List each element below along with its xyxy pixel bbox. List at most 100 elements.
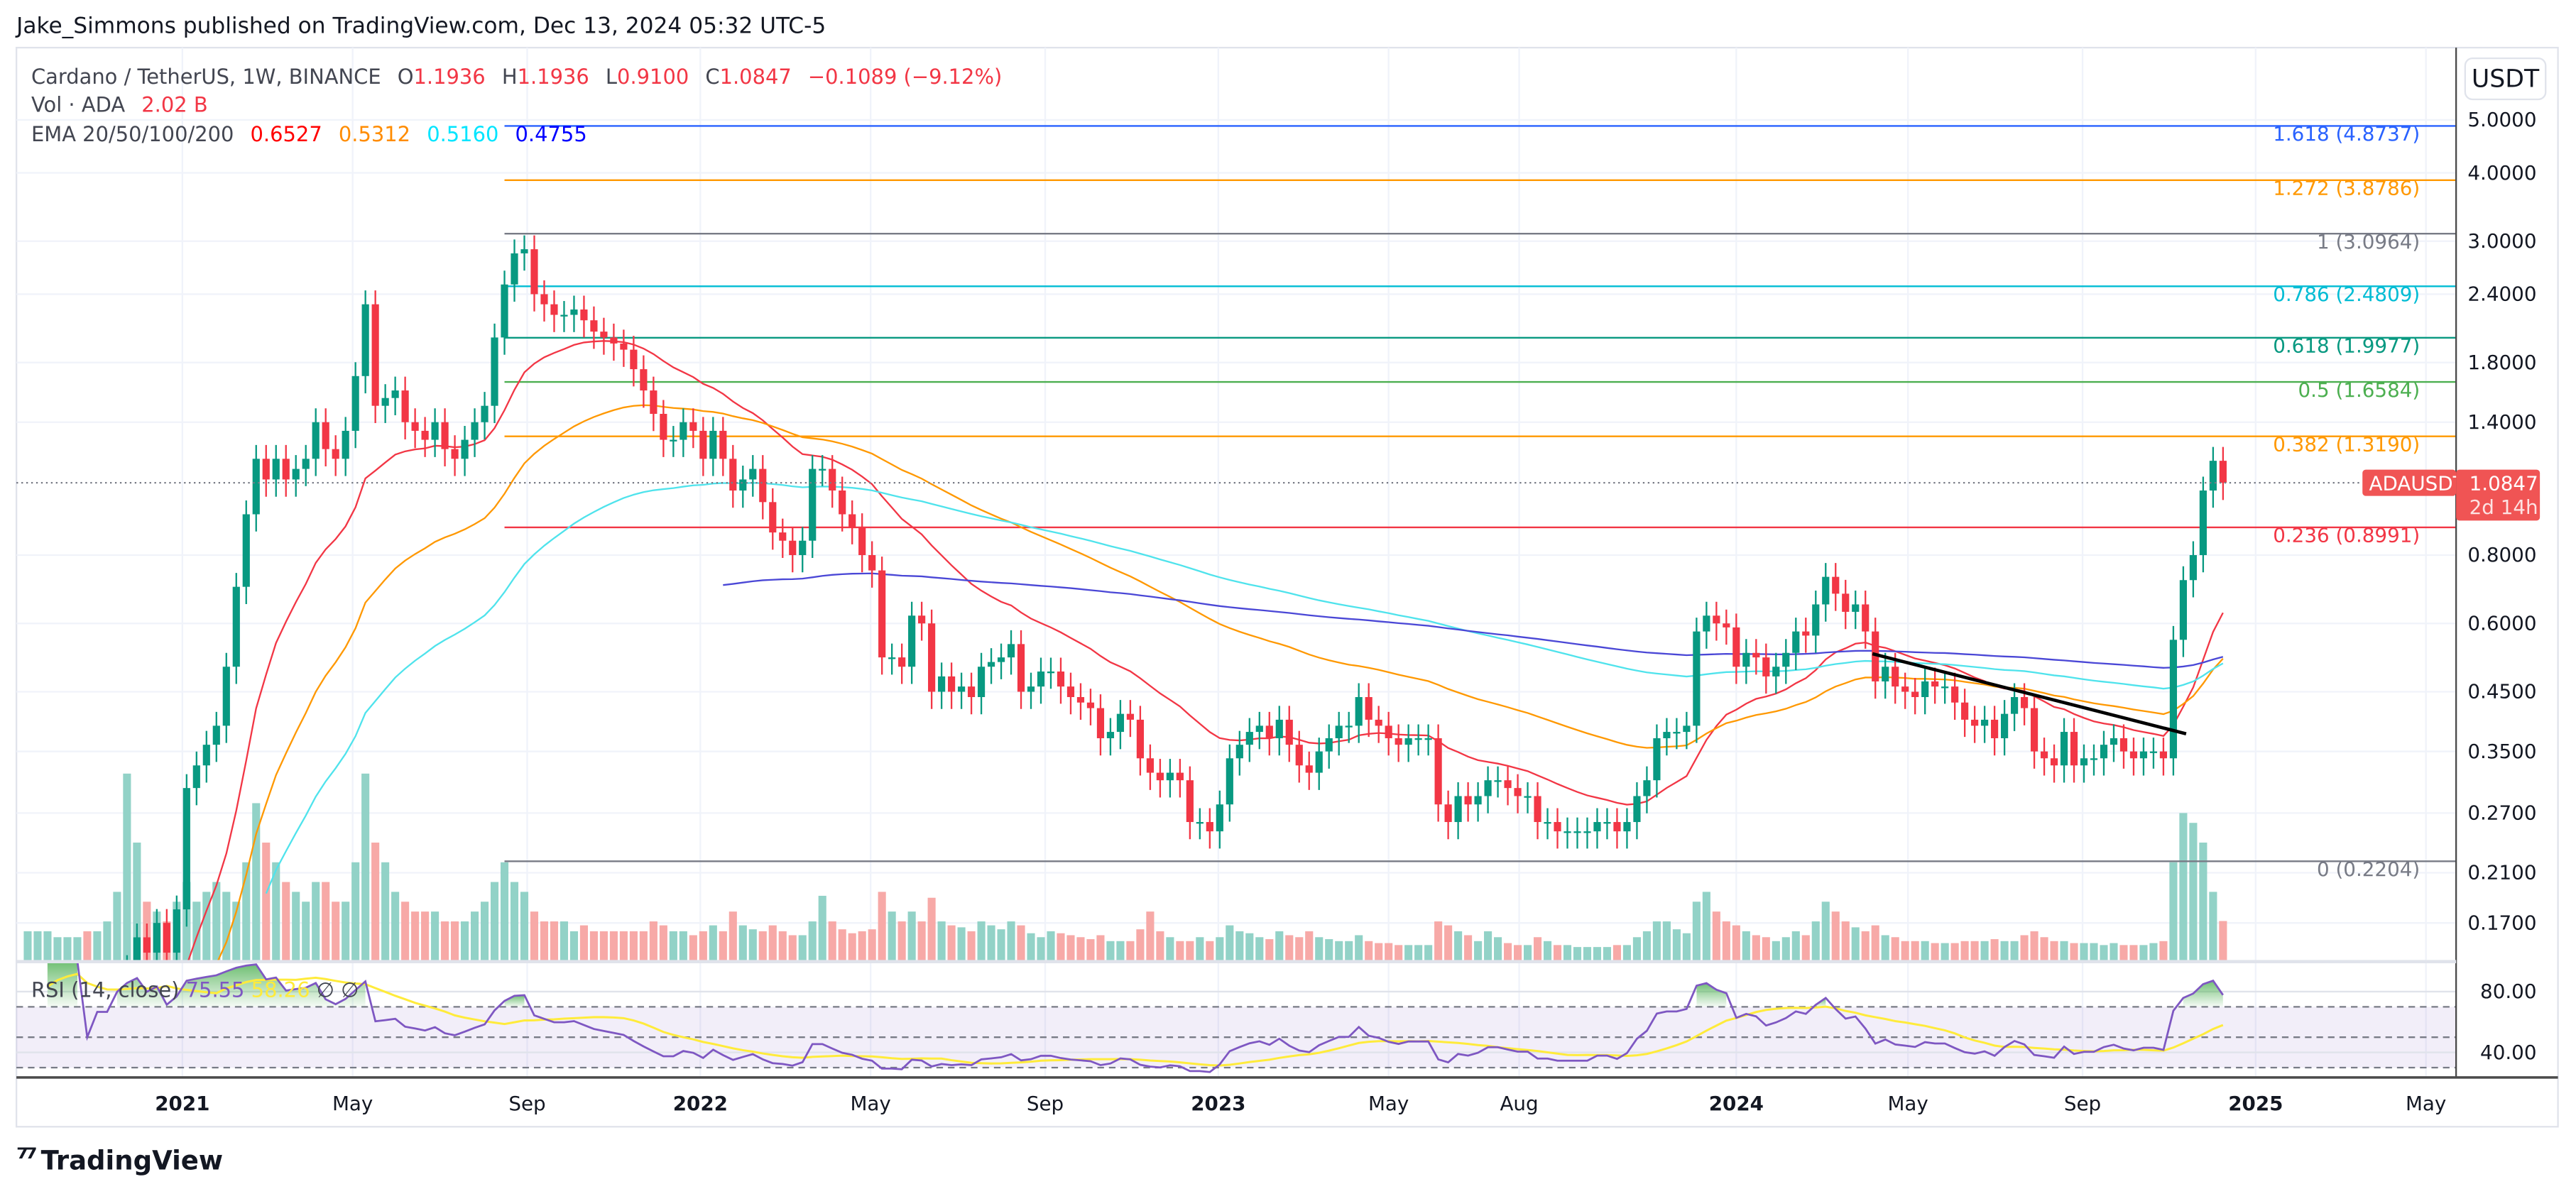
candle-body <box>242 514 250 587</box>
ema-label[interactable]: EMA 20/50/100/200 <box>31 121 234 146</box>
volume-bar <box>748 929 757 961</box>
candle-body <box>1862 604 1870 632</box>
candle <box>1723 609 1730 645</box>
volume-bar <box>1057 933 1065 961</box>
volume-bar <box>1027 933 1035 961</box>
candle <box>1534 782 1541 840</box>
candle <box>987 648 995 684</box>
candle <box>1295 730 1303 783</box>
candle <box>192 751 200 806</box>
volume-bar <box>23 931 32 961</box>
open-value: 1.1936 <box>413 64 486 89</box>
candle-body <box>898 657 906 667</box>
candle <box>908 601 916 684</box>
candle <box>1335 711 1343 756</box>
candle-body <box>1305 765 1313 773</box>
candle-body <box>1563 831 1571 833</box>
candle-body <box>1255 725 1263 733</box>
volume-bar <box>282 882 290 961</box>
volume-bar <box>1375 943 1383 961</box>
candle-body <box>202 745 210 766</box>
candle <box>1573 817 1581 849</box>
tradingview-logo[interactable]: ⁷⁷ TradingView <box>16 1143 223 1176</box>
candle <box>600 317 608 355</box>
candle-body <box>1752 652 1760 658</box>
candle <box>2070 718 2078 783</box>
volume-bar <box>411 911 420 961</box>
candle-body <box>1812 604 1820 636</box>
candle <box>759 455 767 520</box>
candle <box>1375 706 1382 743</box>
candle <box>2040 738 2048 776</box>
candle-body <box>441 422 449 449</box>
candle <box>1076 683 1085 720</box>
candle-body <box>2169 640 2178 759</box>
candle <box>580 295 588 338</box>
candle-body <box>650 390 657 415</box>
candle-body <box>1086 702 1095 708</box>
time-axis[interactable]: 2021 May Sep 2022 May Sep 2023 May Aug 2024 May Sep… <box>155 1092 2446 1115</box>
candle-body <box>1385 725 1392 738</box>
candle <box>1156 759 1164 798</box>
fibonacci-retracement[interactable]: 1.618 (4.8737) 1.272 (3.8786) 1 (3.0964) 0.… <box>504 122 2457 881</box>
candle-body <box>809 469 817 541</box>
rsi-value: 75.55 <box>185 977 245 1002</box>
time-tick-label: 2023 <box>1191 1092 1245 1115</box>
volume-bar <box>1514 945 1522 961</box>
candle <box>1782 639 1790 684</box>
candle-body <box>342 430 349 459</box>
volume-bar <box>242 862 251 961</box>
candle-body <box>2159 751 2168 759</box>
rsi-tick-label: 40.00 <box>2480 1041 2536 1064</box>
volume-bar <box>1970 941 1979 961</box>
volume-bar <box>1881 935 1889 961</box>
candle-body <box>1921 681 1929 698</box>
candle-body <box>361 304 369 376</box>
volume-bar <box>421 911 430 961</box>
volume-bar <box>520 892 529 961</box>
fib-level-label: 0.786 (2.4809) <box>2273 283 2420 306</box>
candle <box>312 408 320 476</box>
currency-button[interactable]: USDT <box>2464 57 2547 101</box>
volume-bar <box>728 911 737 961</box>
price-axis[interactable]: 5.0000 4.0000 3.0000 2.4000 1.8000 1.4000 0.80… <box>2467 108 2536 934</box>
candle-body <box>957 686 966 692</box>
candle <box>1325 724 1333 769</box>
candle <box>1524 782 1532 813</box>
price-tick-label: 0.6000 <box>2467 611 2536 635</box>
trendline-drawing[interactable] <box>1872 652 2187 735</box>
candle <box>719 417 727 476</box>
candle <box>1186 766 1194 840</box>
candle <box>739 465 747 508</box>
candle-body <box>520 249 528 253</box>
rsi-label[interactable]: RSI (14, close) <box>31 977 180 1002</box>
price-tick-label: 0.1700 <box>2467 911 2536 934</box>
candle <box>1832 563 1840 611</box>
candle-body <box>1434 738 1442 805</box>
candle <box>1226 744 1233 822</box>
volume-bar <box>1742 931 1750 961</box>
candle <box>1713 601 1720 641</box>
candle-body <box>1136 719 1145 759</box>
candle-body <box>332 449 339 459</box>
candle-body <box>1802 631 1810 636</box>
candle <box>153 909 160 961</box>
candle-body <box>411 422 419 431</box>
trendline[interactable] <box>1872 652 2187 735</box>
candle <box>332 435 339 476</box>
volume-bar <box>1662 921 1671 961</box>
volume-bar <box>192 902 201 961</box>
candle <box>769 488 777 550</box>
volume-bar <box>1821 902 1830 961</box>
volume-bar <box>2179 813 2188 961</box>
volume-bar <box>907 911 916 961</box>
rsi-overbought-fill <box>2183 980 2223 1007</box>
volume-bar <box>2149 943 2158 961</box>
volume-bar <box>1583 947 1592 961</box>
candle-body <box>1792 631 1800 653</box>
volume-label[interactable]: Vol · ADA <box>31 92 126 117</box>
volume-bar <box>1712 911 1720 961</box>
volume-bar <box>1464 935 1473 961</box>
symbol-name[interactable]: Cardano / TetherUS, 1W, BINANCE <box>31 64 381 89</box>
